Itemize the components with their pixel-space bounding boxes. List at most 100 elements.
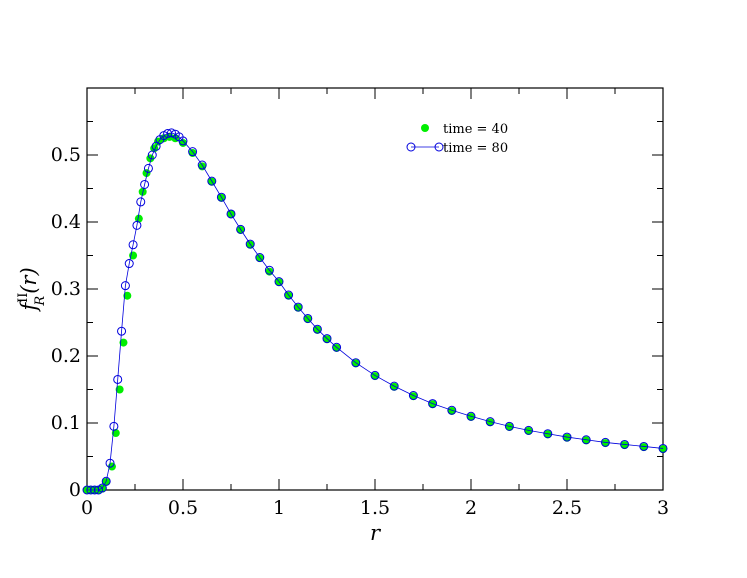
data-point: [543, 430, 552, 439]
data-point: [601, 439, 610, 448]
series-0: [83, 132, 667, 494]
axis-ticks: [86, 87, 664, 491]
data-point: [120, 281, 130, 291]
y-tick-labels: 0 0.1 0.2 0.3 0.4 0.5: [51, 144, 81, 501]
data-point: [97, 483, 107, 493]
data-point: [620, 441, 629, 450]
data-point: [284, 290, 294, 300]
x-tick-label: 3: [657, 497, 669, 519]
data-point: [245, 239, 255, 249]
data-point: [101, 476, 111, 486]
data-point: [115, 385, 124, 394]
data-point: [113, 374, 123, 384]
data-point: [207, 176, 217, 186]
data-point: [105, 458, 115, 468]
data-point: [226, 209, 236, 219]
data-point: [124, 259, 134, 269]
data-point: [447, 405, 457, 415]
data-point: [505, 423, 514, 432]
data-point: [582, 436, 591, 445]
x-tick-label: 2: [465, 497, 477, 519]
data-point: [128, 240, 138, 250]
y-axis-label-superscript: II: [16, 293, 31, 303]
data-point: [111, 429, 120, 438]
data-point: [134, 214, 143, 223]
data-point: [119, 338, 128, 347]
legend: time = 40 time = 80: [406, 122, 508, 156]
data-point: [543, 429, 553, 439]
data-point: [236, 224, 246, 234]
data-point: [303, 313, 313, 323]
data-point: [136, 197, 146, 207]
data-point: [466, 411, 476, 421]
data-point: [178, 136, 188, 146]
data-point: [142, 169, 151, 178]
y-axis-label: fII R (r): [16, 267, 48, 312]
data-point: [524, 427, 533, 436]
data-point: [123, 291, 132, 300]
data-point: [293, 302, 303, 312]
data-point: [140, 179, 150, 189]
data-point: [274, 277, 284, 287]
legend-label-time-40: time = 40: [443, 122, 508, 137]
data-point: [351, 358, 361, 368]
series-layer: [82, 128, 668, 495]
data-point: [504, 421, 514, 431]
data-point: [562, 432, 572, 442]
data-point: [467, 412, 475, 421]
data-point: [166, 128, 176, 138]
x-tick-label: 0: [81, 497, 93, 519]
data-point: [264, 265, 274, 275]
data-point: [563, 433, 571, 442]
y-tick-label: 0: [69, 479, 81, 501]
series-line: [87, 132, 664, 491]
y-tick-label: 0.2: [51, 345, 81, 367]
data-point: [216, 192, 226, 202]
legend-marker-time-80-right: [434, 142, 444, 152]
x-tick-label: 1.5: [360, 497, 390, 519]
y-axis-label-argument: (r): [17, 267, 41, 293]
data-point: [117, 326, 127, 336]
data-point: [109, 421, 119, 431]
data-point: [659, 445, 667, 454]
data-point: [332, 342, 342, 352]
data-point: [486, 418, 495, 427]
data-point: [485, 417, 495, 427]
data-point: [620, 439, 630, 449]
data-point: [658, 443, 668, 453]
data-point: [143, 163, 153, 173]
legend-label-time-80: time = 80: [443, 141, 508, 156]
y-axis-label-subscript: R: [33, 296, 48, 307]
data-point: [370, 370, 380, 380]
x-tick-labels: 0 0.5 1 1.5 2 2.5 3: [81, 497, 669, 519]
data-point: [428, 399, 438, 409]
data-point: [581, 435, 591, 445]
data-point: [524, 425, 534, 435]
x-tick-label: 1: [273, 497, 285, 519]
data-point: [408, 391, 418, 401]
data-point: [255, 253, 265, 263]
x-tick-label: 0.5: [168, 497, 198, 519]
data-point: [188, 147, 198, 157]
data-point: [323, 335, 331, 344]
y-tick-label: 0.4: [51, 211, 81, 233]
data-point: [639, 443, 648, 452]
y-tick-label: 0.5: [51, 144, 81, 166]
x-tick-label: 2.5: [552, 497, 582, 519]
data-point: [312, 324, 322, 334]
data-point: [447, 406, 456, 415]
data-point: [197, 160, 207, 170]
data-point: [322, 334, 332, 344]
data-point: [600, 437, 610, 447]
data-point: [428, 400, 437, 409]
x-axis-label: r: [370, 521, 382, 545]
data-point: [639, 441, 649, 451]
data-point: [179, 138, 187, 147]
data-point: [132, 220, 142, 230]
series-1: [82, 128, 668, 495]
data-point: [147, 150, 157, 160]
data-point: [313, 325, 322, 334]
legend-marker-time-80-left: [406, 142, 416, 152]
plot-frame: [86, 87, 664, 491]
